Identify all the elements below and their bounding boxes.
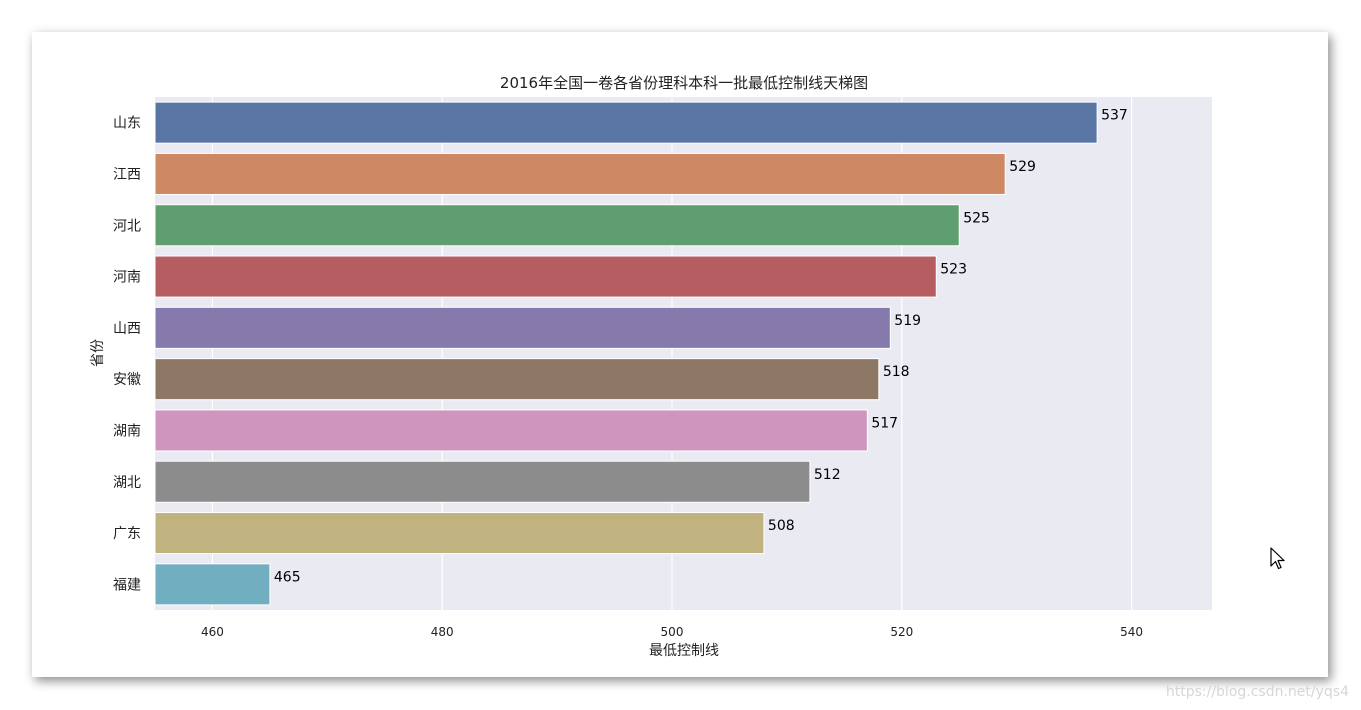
chart-title: 2016年全国一卷各省份理科本科一批最低控制线天梯图 bbox=[500, 74, 868, 92]
y-tick-label: 湖南 bbox=[113, 423, 141, 439]
bar bbox=[154, 101, 1098, 144]
data-label: 519 bbox=[894, 313, 921, 329]
y-axis-label: 省份 bbox=[90, 339, 106, 367]
y-tick-label: 山东 bbox=[113, 116, 141, 132]
x-tick-label: 520 bbox=[890, 625, 913, 639]
y-tick-label: 河北 bbox=[113, 218, 141, 234]
bar bbox=[154, 563, 271, 606]
y-tick-label: 河南 bbox=[113, 270, 141, 286]
x-tick-label: 480 bbox=[431, 625, 454, 639]
x-axis-label: 最低控制线 bbox=[649, 643, 719, 659]
x-tick-label: 460 bbox=[201, 625, 224, 639]
bar bbox=[154, 409, 868, 452]
data-label: 529 bbox=[1009, 159, 1036, 175]
watermark: https://blog.csdn.net/yqs4 bbox=[1165, 684, 1349, 700]
y-tick-label: 福建 bbox=[113, 577, 141, 593]
data-label: 512 bbox=[814, 467, 841, 483]
bar bbox=[154, 460, 811, 503]
data-labels: 537 529 525 523 519 518 517 512 508 465 bbox=[274, 108, 1128, 586]
y-tick-label: 江西 bbox=[113, 167, 141, 183]
mouse-cursor-icon bbox=[1270, 547, 1285, 570]
bar bbox=[154, 255, 937, 298]
y-tick-label: 湖北 bbox=[113, 475, 141, 491]
bars bbox=[154, 101, 1098, 606]
x-tick-label: 540 bbox=[1120, 625, 1143, 639]
bar bbox=[154, 306, 891, 349]
x-tick-label: 500 bbox=[661, 625, 684, 639]
data-label: 523 bbox=[940, 262, 967, 278]
bar bbox=[154, 152, 1006, 195]
bar bbox=[154, 204, 960, 247]
y-tick-label: 山西 bbox=[113, 321, 141, 337]
data-label: 518 bbox=[883, 364, 910, 380]
bar bbox=[154, 358, 880, 401]
bar bbox=[154, 512, 765, 555]
data-label: 537 bbox=[1101, 108, 1128, 124]
data-label: 517 bbox=[871, 415, 898, 431]
data-label: 525 bbox=[963, 210, 990, 226]
y-tick-label: 广东 bbox=[113, 526, 141, 542]
x-tick-labels: 460 480 500 520 540 bbox=[201, 625, 1143, 639]
data-label: 465 bbox=[274, 569, 301, 585]
y-tick-label: 安徽 bbox=[113, 372, 141, 388]
data-label: 508 bbox=[768, 518, 795, 534]
